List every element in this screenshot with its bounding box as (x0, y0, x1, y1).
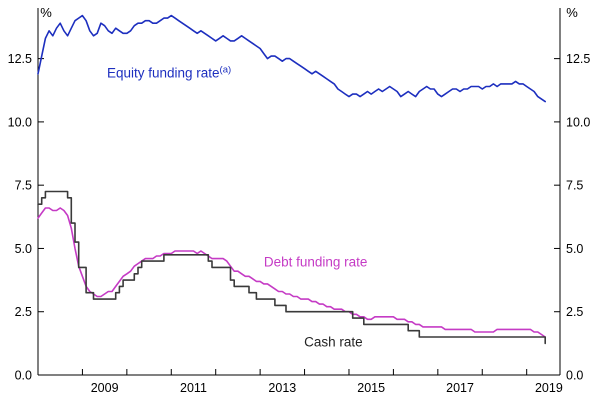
y-tick-label-right: 2.5 (566, 305, 583, 319)
x-tick-label: 2017 (446, 381, 474, 395)
x-tick-label: 2013 (268, 381, 296, 395)
y-tick-label-left: 7.5 (15, 179, 32, 193)
series-label-text: Debt funding rate (264, 255, 368, 270)
series-line-equity-funding-rate (37, 14, 546, 103)
y-tick-label-left: 5.0 (15, 242, 32, 256)
y-tick-label-right: 0.0 (566, 369, 583, 383)
y-tick-label-left: 0.0 (15, 369, 32, 383)
series-label-cash-rate: Cash rate (304, 335, 363, 350)
series-label-text: Equity funding rate (107, 66, 220, 81)
x-axis: 2009 2011 2013 2015 2017 2019 (81, 369, 563, 395)
x-tick-label: 2015 (357, 381, 385, 395)
x-tick-label: 2019 (535, 381, 563, 395)
series-line-cash-rate (37, 190, 546, 345)
y-axis-right: 0.0 2.5 5.0 7.5 10.0 12.5 (554, 52, 590, 383)
footnote-marker: (a) (220, 65, 232, 76)
series-line-debt-funding-rate (37, 207, 546, 338)
y-tick-label-left: 12.5 (8, 52, 32, 66)
y-tick-label-left: 2.5 (15, 305, 32, 319)
percent-unit-right: % (566, 5, 578, 20)
chart-series (37, 14, 546, 345)
x-tick-label: 2009 (91, 381, 119, 395)
series-labels: Equity funding rate(a) Debt funding rate C… (107, 65, 367, 350)
axes (37, 8, 561, 376)
y-axis-left: 0.0 2.5 5.0 7.5 10.0 12.5 (8, 52, 44, 383)
series-label-equity-funding-rate: Equity funding rate(a) (107, 65, 231, 81)
y-tick-label-right: 10.0 (566, 115, 590, 129)
y-tick-label-right: 7.5 (566, 179, 583, 193)
y-tick-label-left: 10.0 (8, 115, 32, 129)
x-tick-label: 2011 (180, 381, 207, 395)
series-label-debt-funding-rate: Debt funding rate (264, 255, 368, 270)
series-label-text: Cash rate (304, 335, 363, 350)
percent-unit-left: % (40, 5, 52, 20)
y-tick-label-right: 12.5 (566, 52, 590, 66)
y-tick-label-right: 5.0 (566, 242, 583, 256)
